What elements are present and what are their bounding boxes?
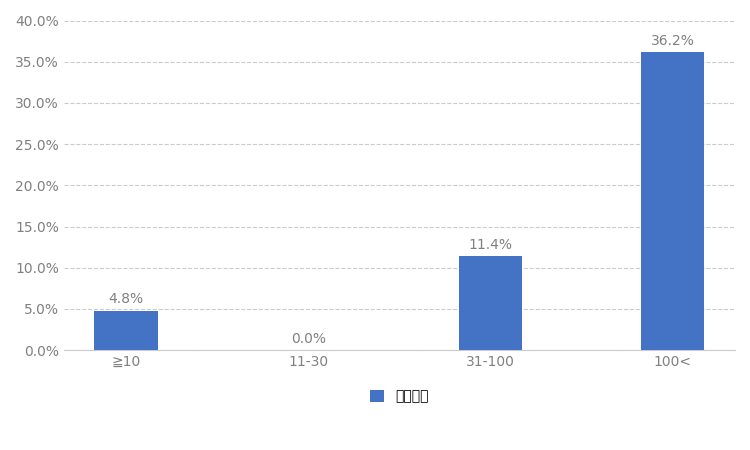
Text: 4.8%: 4.8% <box>109 292 144 306</box>
Text: 36.2%: 36.2% <box>651 34 694 48</box>
Legend: 延期する: 延期する <box>364 384 434 409</box>
Text: 11.4%: 11.4% <box>469 238 512 252</box>
Bar <box>458 256 522 350</box>
Bar <box>640 52 704 350</box>
Text: 0.0%: 0.0% <box>291 332 326 346</box>
Bar <box>94 310 158 350</box>
